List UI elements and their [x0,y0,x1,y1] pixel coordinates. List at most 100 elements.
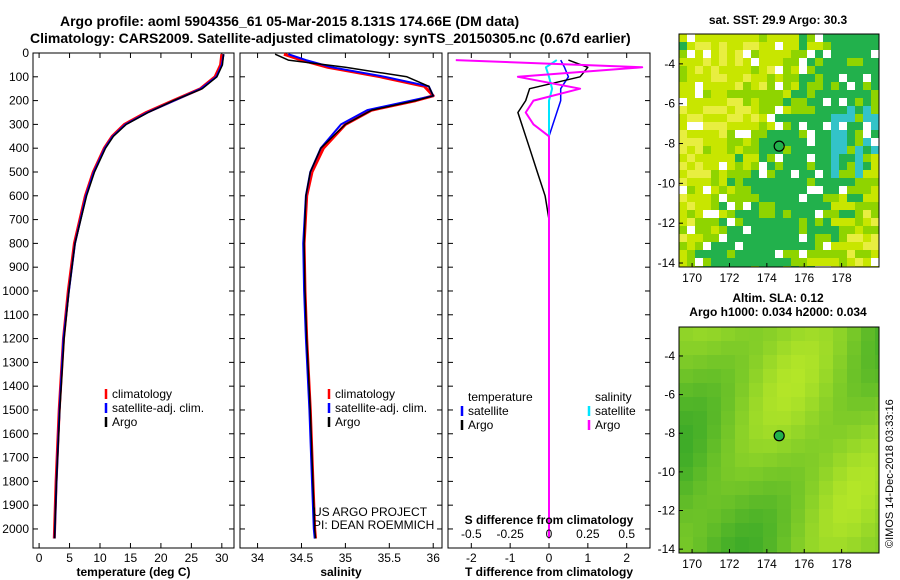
heatmap-cell [727,210,735,218]
heatmap-cell [815,242,823,250]
heatmap-cell [763,411,777,425]
heatmap-cell [695,170,703,178]
heatmap-cell [735,114,743,122]
s-tick-label: -0.5 [461,527,482,541]
heatmap-cell [743,90,751,98]
heatmap-cell [777,467,791,481]
heatmap-cell [783,42,791,50]
heatmap-cell [767,138,775,146]
heatmap-cell [749,467,763,481]
heatmap-cell [703,58,711,66]
heatmap-cell [763,495,777,509]
heatmap-cell [783,242,791,250]
depth-tick-label: 1200 [2,332,29,346]
heatmap-cell [687,58,695,66]
heatmap-cell [719,178,727,186]
heatmap-cell [839,34,847,42]
heatmap-cell [727,234,735,242]
heatmap-cell [863,210,871,218]
heatmap-cell [831,58,839,66]
heatmap-cell [767,66,775,74]
heatmap-cell [861,481,875,495]
heatmap-cell [749,355,763,369]
heatmap-cell [695,138,703,146]
heatmap-cell [791,397,805,411]
heatmap-cell [791,467,805,481]
s-tick-label: 0.5 [618,527,635,541]
heatmap-cell [815,202,823,210]
heatmap-cell [735,425,749,439]
heatmap-cell [863,106,871,114]
heatmap-cell [871,202,879,210]
heatmap-cell [861,411,875,425]
heatmap-cell [871,178,879,186]
heatmap-cell [833,495,847,509]
heatmap-cell [863,34,871,42]
heatmap-cell [823,210,831,218]
heatmap-cell [687,162,695,170]
heatmap-cell [703,170,711,178]
x-tick-label: 0 [36,551,43,565]
heatmap-cell [805,355,819,369]
heatmap-cell [695,50,703,58]
heatmap-cell [759,194,767,202]
heatmap-cell [799,154,807,162]
heatmap-cell [711,82,719,90]
heatmap-cell [855,202,863,210]
heatmap-cell [847,226,855,234]
heatmap-cell [783,162,791,170]
footer-text: US ARGO PROJECT [313,505,428,519]
heatmap-cell [791,369,805,383]
map-subtitle: Argo h1000: 0.034 h2000: 0.034 [689,305,867,319]
heatmap-cell [721,467,735,481]
heatmap-cell [815,178,823,186]
heatmap-cell [775,258,783,266]
heatmap-cell [719,42,727,50]
heatmap-cell [721,383,735,397]
heatmap-cell [823,226,831,234]
heatmap-cell [815,122,823,130]
heatmap-cell [831,66,839,74]
heatmap-cell [839,154,847,162]
heatmap-cell [815,226,823,234]
heatmap-cell [807,210,815,218]
heatmap-cell [751,178,759,186]
heatmap-cell [695,178,703,186]
heatmap-cell [719,34,727,42]
heatmap-cell [735,341,749,355]
map-title: Altim. SLA: 0.12 [732,291,824,305]
y-tick-label: -10 [658,465,676,479]
heatmap-cell [727,58,735,66]
heatmap-cell [839,162,847,170]
heatmap-cell [791,66,799,74]
heatmap-cell [727,114,735,122]
heatmap-cell [863,186,871,194]
heatmap-cell [831,210,839,218]
heatmap-cell [791,481,805,495]
heatmap-cell [861,355,875,369]
depth-tick-label: 400 [9,141,29,155]
heatmap-cell [799,82,807,90]
heatmap-cell [735,551,749,553]
heatmap-cell [823,74,831,82]
heatmap-cell [871,98,879,106]
heatmap-cell [707,495,721,509]
heatmap-cell [863,90,871,98]
heatmap-cell [805,411,819,425]
heatmap-cell [679,467,693,481]
heatmap-cell [823,234,831,242]
heatmap-cell [839,178,847,186]
heatmap-cell [751,122,759,130]
heatmap-cell [839,226,847,234]
heatmap-cell [847,258,855,266]
heatmap-cell [819,523,833,537]
heatmap-cell [863,66,871,74]
heatmap-cell [847,34,855,42]
heatmap-cell [855,106,863,114]
s-tick-label: -0.25 [496,527,524,541]
heatmap-cell [791,50,799,58]
x-tick-label: 176 [794,557,814,571]
heatmap-cell [735,411,749,425]
heatmap-cell [847,178,855,186]
heatmap-cell [799,146,807,154]
